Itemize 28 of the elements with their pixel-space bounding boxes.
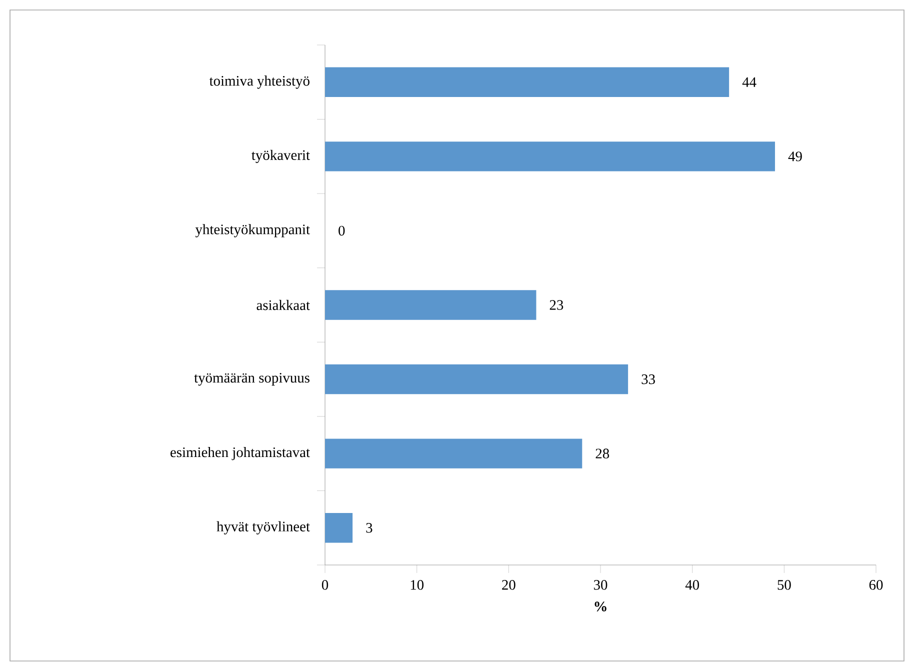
x-tick-label: 50 xyxy=(778,580,791,590)
y-tick-label: työmäärän sopivuus xyxy=(194,372,310,386)
data-label: 28 xyxy=(596,448,610,458)
bar xyxy=(325,438,582,468)
y-tick-label: hyvät työvlineet xyxy=(216,521,310,534)
bar xyxy=(325,364,628,394)
data-label: 33 xyxy=(642,374,655,384)
bar xyxy=(325,67,730,97)
bar xyxy=(325,512,353,543)
y-tick-label: toimiva yhteistyö xyxy=(209,76,310,89)
x-tick-label: 0 xyxy=(322,580,328,590)
x-tick-label: 10 xyxy=(410,580,424,590)
y-tick-label: työkaverit xyxy=(252,150,310,163)
x-tick-label: 40 xyxy=(685,580,700,590)
data-label: 0 xyxy=(338,226,345,236)
bar xyxy=(325,142,775,172)
x-tick-label: 30 xyxy=(594,580,608,590)
y-tick-label: asiakkaat xyxy=(256,300,310,310)
x-axis-title: % xyxy=(594,602,606,612)
y-tick-label: yhteistyökumppanit xyxy=(195,224,310,238)
y-tick-label: esimiehen johtamistavat xyxy=(170,447,310,460)
data-label: 3 xyxy=(366,523,372,533)
x-tick-label: 60 xyxy=(869,580,883,590)
data-label: 44 xyxy=(742,77,756,87)
x-tick-label: 20 xyxy=(502,580,516,590)
data-label: 23 xyxy=(550,300,564,310)
bar xyxy=(325,290,536,320)
data-label: 49 xyxy=(788,152,802,162)
